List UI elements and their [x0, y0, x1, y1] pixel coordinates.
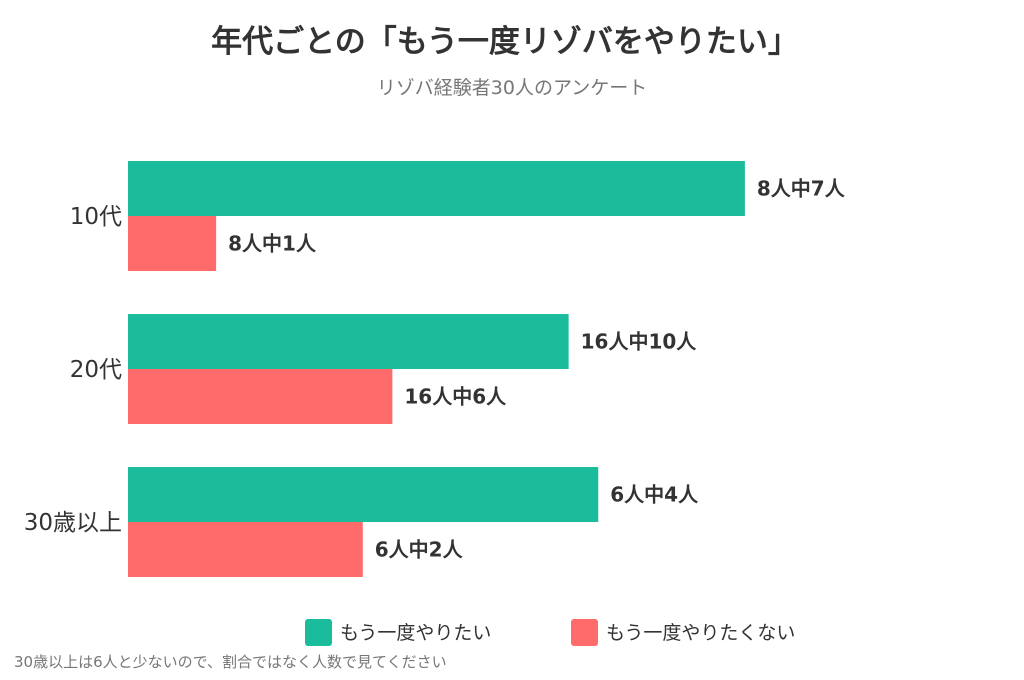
bar-not-want: [128, 216, 217, 271]
legend-swatch: [571, 619, 598, 646]
bar-value-label: 8人中7人: [757, 177, 846, 201]
legend-label: もう一度やりたい: [340, 622, 491, 644]
chart-subtitle: リゾバ経験者30人のアンケート: [377, 77, 647, 99]
legend-swatch: [305, 619, 332, 646]
bar-want: [128, 467, 599, 522]
category-label: 10代: [70, 204, 122, 230]
bar-not-want: [128, 522, 363, 577]
bar-want: [128, 161, 745, 216]
bar-want: [128, 314, 569, 369]
bar-value-label: 6人中4人: [610, 483, 699, 507]
category-label: 30歳以上: [24, 510, 122, 536]
chart-title: 年代ごとの「もう一度リゾバをやりたい」: [211, 24, 799, 60]
legend: もう一度やりたい もう一度やりたくない: [305, 619, 795, 646]
category-label: 20代: [70, 357, 122, 383]
footnote: 30歳以上は6人と少ないので、割合ではなく人数で見てください: [14, 653, 447, 671]
plot-area: 10代 8人中7人 8人中1人 20代 16人中10人 16人中6人 30歳以上 6人中4人 6…: [24, 161, 846, 577]
bar-value-label: 16人中10人: [581, 330, 698, 354]
bar-value-label: 6人中2人: [375, 538, 464, 562]
bar-value-label: 16人中6人: [404, 385, 507, 409]
bar-not-want: [128, 369, 393, 424]
bar-value-label: 8人中1人: [228, 232, 317, 256]
legend-label: もう一度やりたくない: [606, 622, 795, 644]
